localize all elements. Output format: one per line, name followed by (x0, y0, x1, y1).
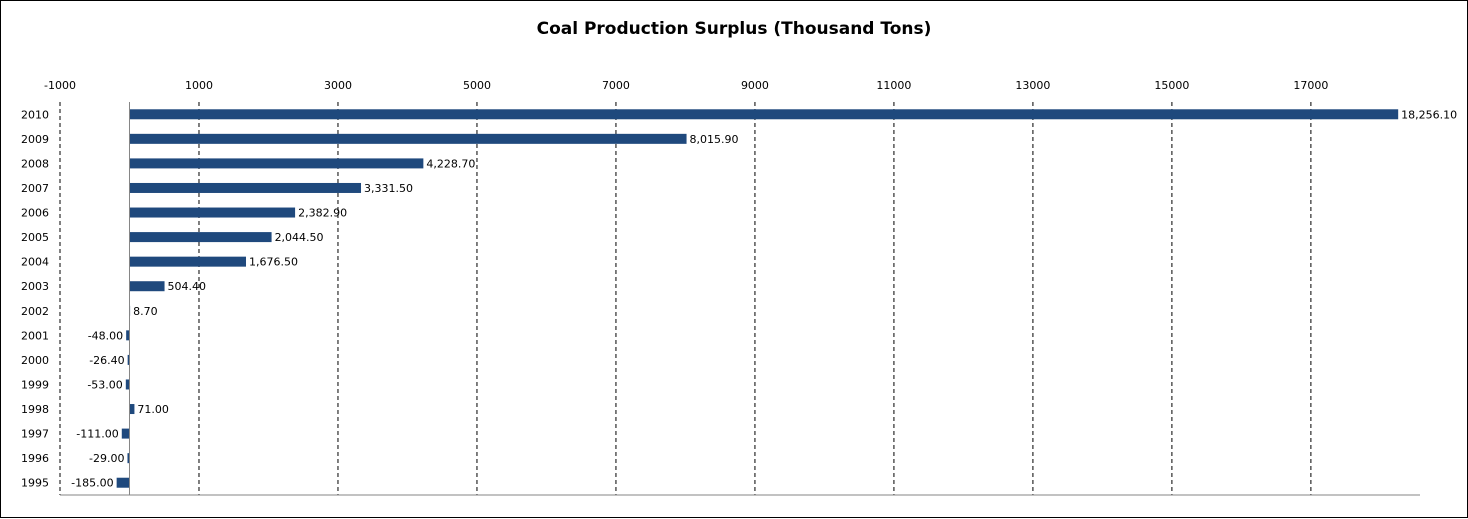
data-label: 3,331.50 (364, 182, 413, 195)
data-label: -185.00 (71, 477, 113, 490)
x-tick-label: 5000 (463, 79, 491, 92)
bar (121, 428, 130, 439)
y-tick-label: 2002 (21, 305, 49, 318)
x-tick-label: 1000 (185, 79, 213, 92)
data-label: -111.00 (76, 428, 118, 441)
y-tick-label: 2010 (21, 108, 49, 121)
x-tick-label: 11000 (876, 79, 911, 92)
bar (125, 379, 130, 390)
x-tick-label: 17000 (1293, 79, 1328, 92)
bar (126, 330, 130, 341)
data-label: 71.00 (137, 403, 169, 416)
y-tick-label: 1999 (21, 378, 49, 391)
bar (127, 453, 130, 464)
y-tick-label: 2009 (21, 133, 49, 146)
y-tick-label: 1995 (21, 477, 49, 490)
data-label: 2,382.90 (298, 207, 347, 220)
y-tick-label: 2000 (21, 354, 49, 367)
bar (116, 477, 130, 488)
y-tick-label: 1996 (21, 452, 49, 465)
data-label: 4,228.70 (426, 157, 475, 170)
bar (129, 158, 424, 169)
x-tick-label: 13000 (1015, 79, 1050, 92)
bar (129, 281, 165, 292)
data-label: 504.40 (168, 280, 207, 293)
data-label: -26.40 (89, 354, 124, 367)
data-label: 8.70 (133, 305, 158, 318)
bar (129, 232, 272, 243)
bar (129, 404, 135, 415)
bar (127, 354, 130, 365)
y-tick-label: 2003 (21, 280, 49, 293)
data-label: 18,256.10 (1401, 108, 1457, 121)
y-tick-label: 2001 (21, 329, 49, 342)
chart-title: Coal Production Surplus (Thousand Tons) (536, 19, 932, 39)
data-label: -53.00 (87, 378, 122, 391)
x-tick-label: -1000 (44, 79, 76, 92)
data-label: 1,676.50 (249, 256, 298, 269)
bar (129, 182, 362, 193)
x-tick-label: 15000 (1154, 79, 1189, 92)
data-label: -48.00 (88, 329, 123, 342)
bar (129, 207, 296, 218)
data-label: 8,015.90 (690, 133, 739, 146)
y-tick-label: 2006 (21, 207, 49, 220)
y-tick-label: 2004 (21, 256, 49, 269)
bar (129, 133, 687, 144)
data-label: -29.00 (89, 452, 124, 465)
y-tick-label: 2005 (21, 231, 49, 244)
y-tick-label: 1997 (21, 428, 49, 441)
y-tick-label: 2007 (21, 182, 49, 195)
y-tick-label: 2008 (21, 157, 49, 170)
y-tick-label: 1998 (21, 403, 49, 416)
x-tick-label: 3000 (324, 79, 352, 92)
x-tick-label: 9000 (741, 79, 769, 92)
bar (129, 109, 1399, 120)
bar (129, 256, 247, 267)
data-label: 2,044.50 (275, 231, 324, 244)
x-tick-label: 7000 (602, 79, 630, 92)
